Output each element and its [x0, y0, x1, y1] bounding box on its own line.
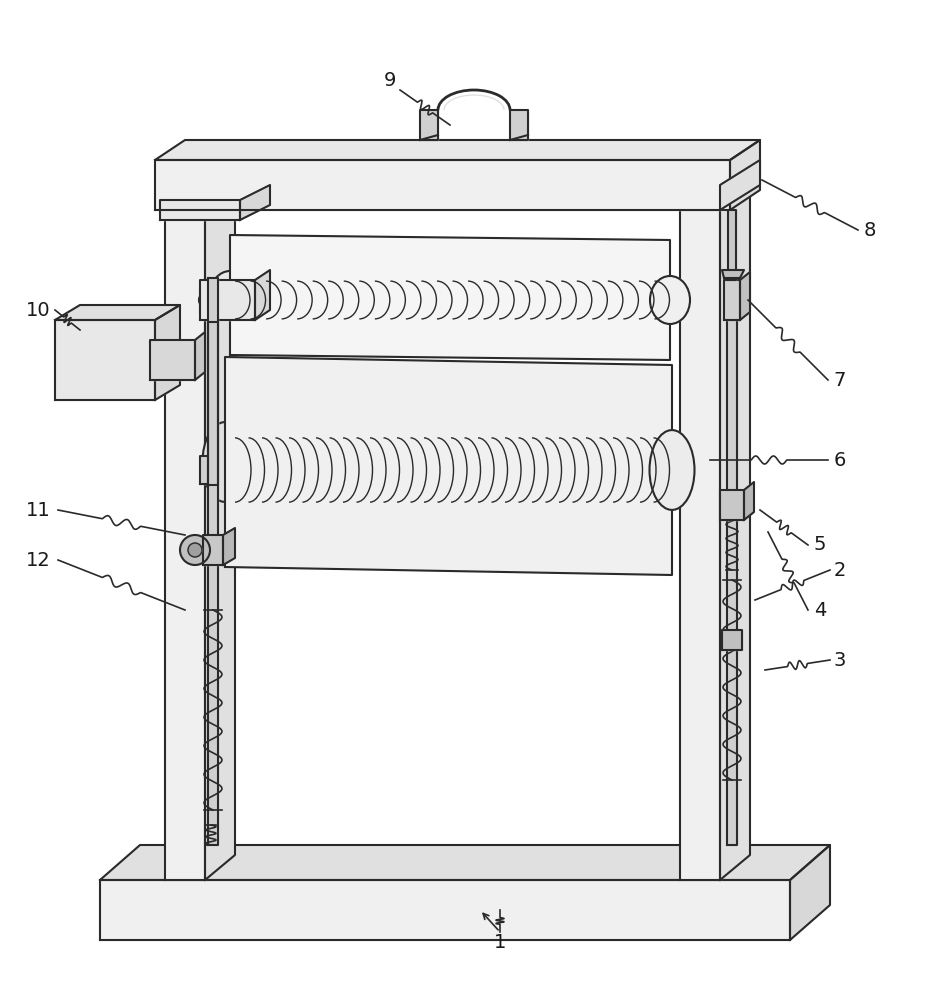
Polygon shape	[155, 305, 180, 400]
Polygon shape	[100, 880, 790, 940]
Polygon shape	[740, 272, 750, 320]
Polygon shape	[208, 322, 218, 845]
Polygon shape	[208, 278, 218, 485]
Polygon shape	[728, 210, 736, 280]
Polygon shape	[720, 185, 750, 880]
Polygon shape	[225, 357, 672, 575]
Polygon shape	[200, 456, 215, 484]
Text: 7: 7	[834, 370, 846, 389]
Polygon shape	[720, 490, 744, 520]
Polygon shape	[155, 355, 160, 365]
Text: 5: 5	[814, 536, 827, 554]
Polygon shape	[160, 200, 240, 220]
Text: 1: 1	[494, 932, 507, 952]
Ellipse shape	[649, 430, 694, 510]
Text: 6: 6	[834, 450, 846, 470]
Polygon shape	[510, 110, 528, 140]
Polygon shape	[55, 320, 155, 400]
Polygon shape	[722, 630, 742, 650]
Polygon shape	[155, 140, 760, 160]
Polygon shape	[420, 110, 438, 140]
Circle shape	[188, 543, 202, 557]
Ellipse shape	[210, 271, 250, 319]
Polygon shape	[255, 270, 270, 320]
Text: 4: 4	[814, 600, 827, 619]
Text: 9: 9	[383, 70, 397, 90]
Circle shape	[180, 535, 210, 565]
Polygon shape	[722, 270, 744, 278]
Text: 10: 10	[26, 300, 50, 320]
Polygon shape	[730, 140, 760, 210]
Text: 3: 3	[834, 650, 846, 670]
Text: 11: 11	[25, 500, 50, 520]
Ellipse shape	[199, 292, 215, 308]
Polygon shape	[240, 185, 270, 220]
Polygon shape	[744, 482, 754, 520]
Ellipse shape	[202, 422, 247, 502]
Polygon shape	[223, 528, 235, 565]
Polygon shape	[230, 235, 670, 360]
Polygon shape	[55, 305, 180, 320]
Polygon shape	[165, 210, 205, 880]
Polygon shape	[150, 340, 195, 380]
Text: 2: 2	[834, 560, 846, 580]
Polygon shape	[200, 288, 213, 312]
Polygon shape	[790, 845, 830, 940]
Text: 8: 8	[864, 221, 876, 239]
Polygon shape	[727, 320, 737, 845]
Polygon shape	[100, 845, 830, 880]
Ellipse shape	[650, 276, 690, 324]
Polygon shape	[680, 210, 720, 880]
Polygon shape	[195, 332, 205, 380]
Text: 12: 12	[25, 550, 50, 570]
Polygon shape	[203, 535, 223, 565]
Polygon shape	[200, 280, 255, 320]
Polygon shape	[155, 160, 730, 210]
Polygon shape	[720, 160, 760, 210]
Polygon shape	[205, 185, 235, 880]
Polygon shape	[724, 280, 740, 320]
